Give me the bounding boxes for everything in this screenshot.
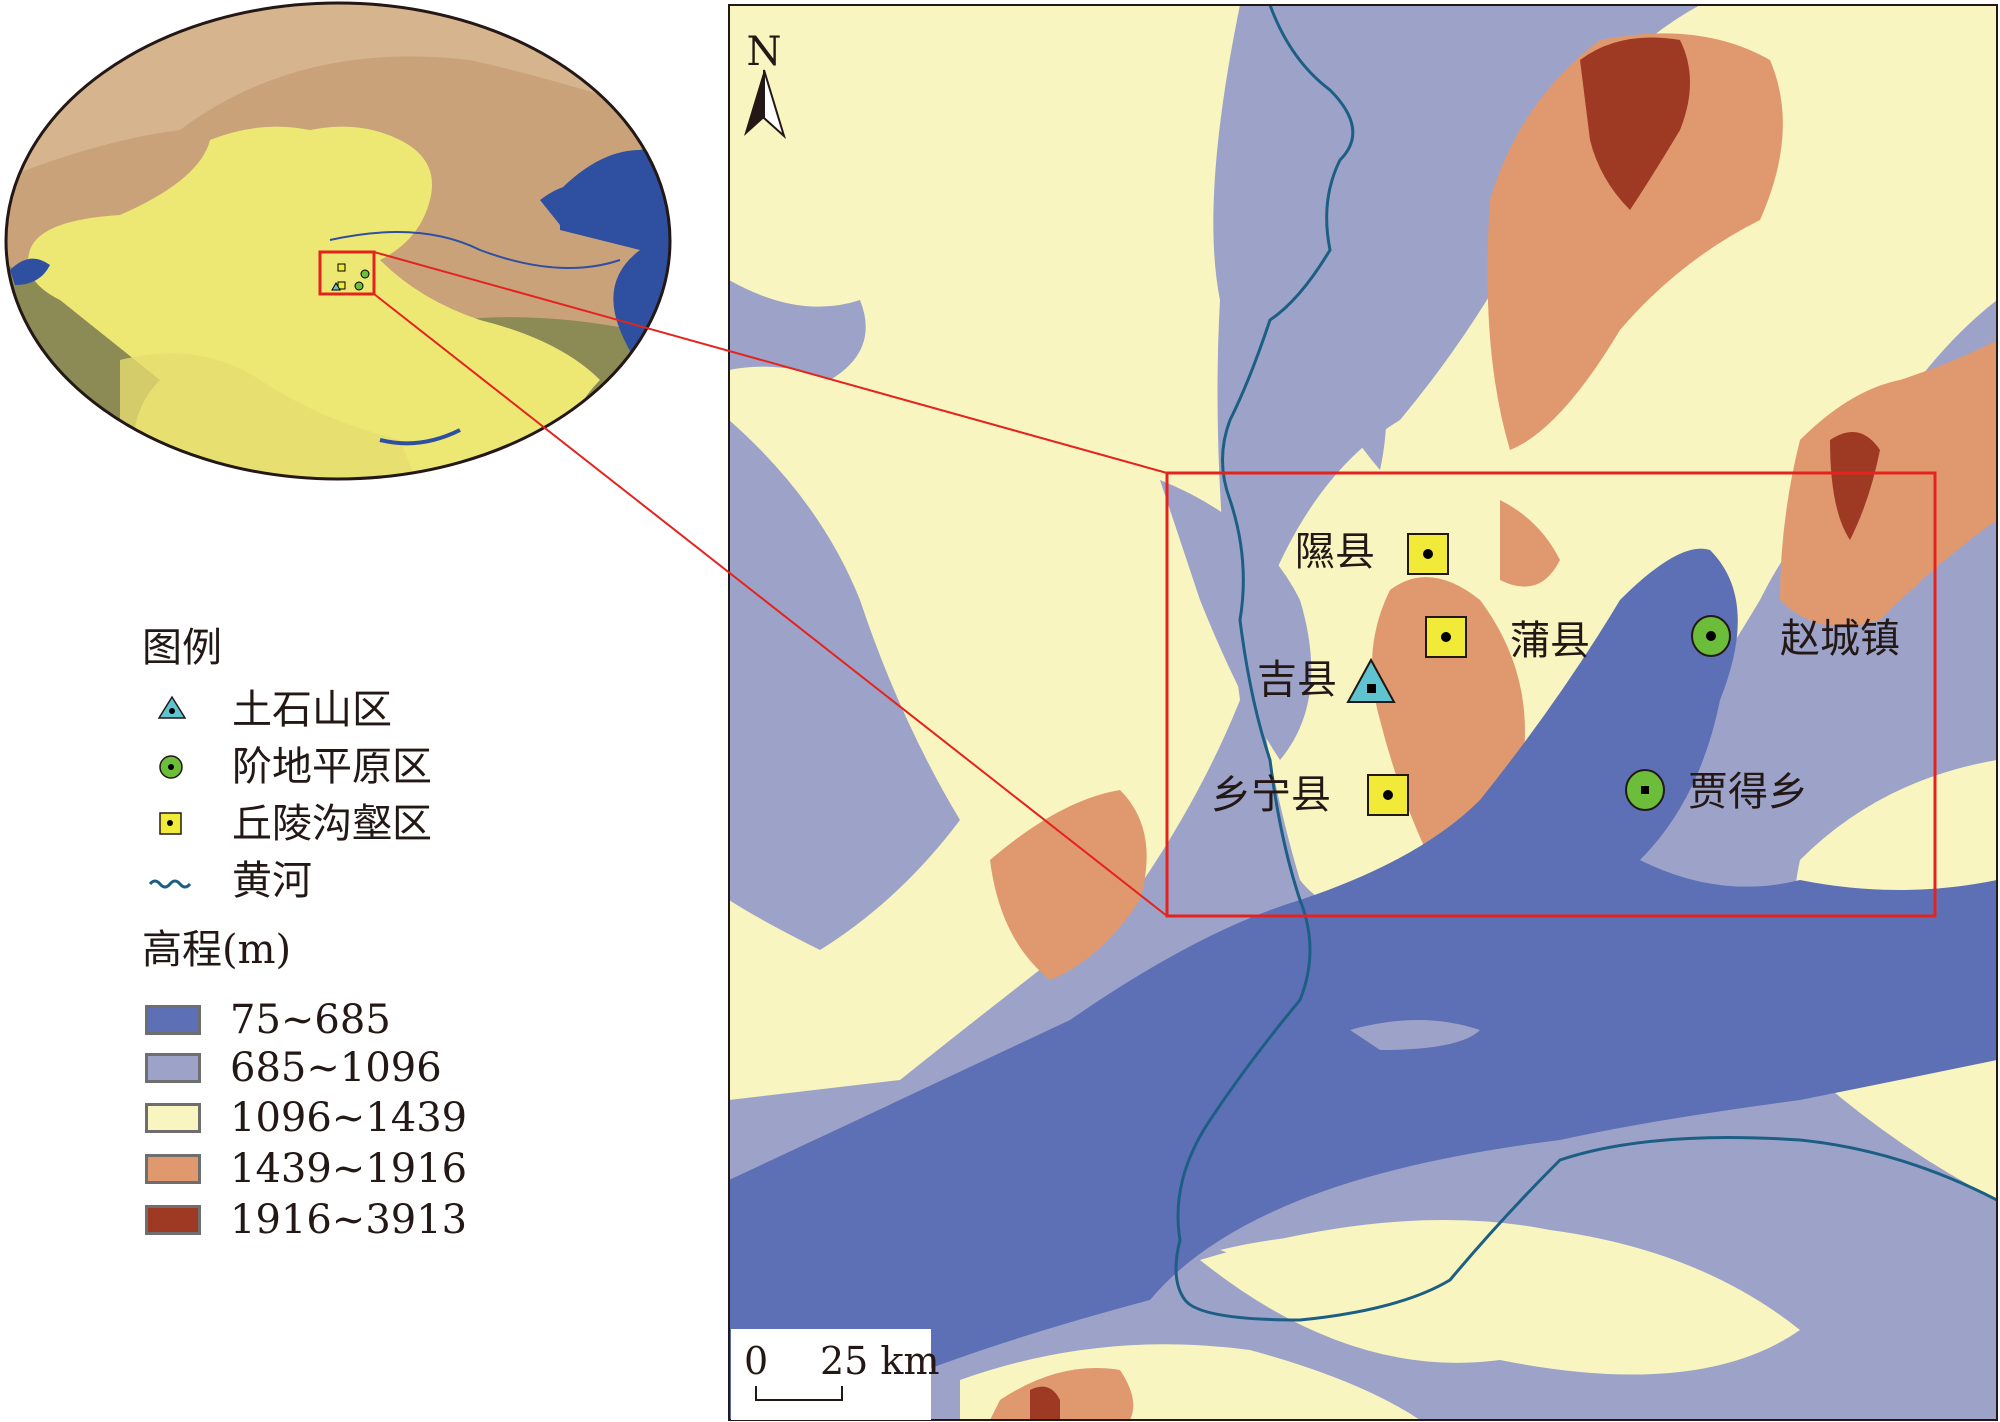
- square-dot-icon: [159, 812, 182, 835]
- triangle-dot-icon: [157, 695, 187, 719]
- river-line-icon: [148, 879, 192, 889]
- site-marker-jiade: [1625, 769, 1665, 811]
- north-label: N: [746, 29, 782, 75]
- site-label-xiangning: 乡宁县: [1211, 772, 1331, 818]
- inset-overview-map: [6, 3, 670, 479]
- elevation-title: 高程(m): [142, 927, 292, 973]
- site-label-jiade: 贾得乡: [1688, 769, 1808, 815]
- scale-bar-start: 0: [744, 1339, 769, 1383]
- north-arrow-icon: [744, 69, 786, 140]
- site-marker-zhaocheng: [1691, 615, 1731, 657]
- site-label-xixian: 隰县: [1295, 529, 1375, 575]
- elevation-map: [729, 5, 1997, 1420]
- map-frame: [728, 4, 1998, 1421]
- fen-river-basin: [729, 548, 1997, 1420]
- site-label-puxian: 蒲县: [1510, 618, 1590, 664]
- elevation-swatch: [145, 1005, 201, 1035]
- legend-title: 图例: [142, 625, 222, 671]
- inset-frame: [4, 1, 672, 481]
- scale-bar-box: [731, 1329, 931, 1420]
- elevation-label: 75~685: [230, 997, 391, 1043]
- study-area-box: [1165, 471, 1937, 918]
- site-label-jixian: 吉县: [1257, 657, 1337, 703]
- site-marker-xixian: [1407, 533, 1449, 575]
- scale-bar-icon: [755, 1386, 843, 1401]
- elevation-label: 1439~1916: [230, 1146, 468, 1192]
- elevation-label: 685~1096: [230, 1045, 442, 1091]
- site-label-zhaocheng: 赵城镇: [1780, 616, 1900, 662]
- connector-line-top: [373, 251, 1168, 474]
- connector-line-bottom: [373, 293, 1168, 917]
- site-marker-puxian: [1425, 616, 1467, 658]
- legend-item-label: 丘陵沟壑区: [232, 801, 432, 847]
- elevation-label: 1916~3913: [230, 1197, 468, 1243]
- yellow-river: [1174, 5, 1997, 1322]
- inset-study-area-box: [318, 250, 376, 296]
- elevation-label: 1096~1439: [230, 1095, 468, 1141]
- circle-dot-icon: [159, 755, 183, 779]
- elevation-swatch: [145, 1053, 201, 1083]
- site-marker-xiangning: [1367, 774, 1409, 816]
- elevation-swatch: [145, 1103, 201, 1133]
- elevation-swatch: [145, 1154, 201, 1184]
- elevation-swatch: [145, 1205, 201, 1235]
- legend-item-label: 黄河: [232, 858, 312, 904]
- scale-bar-end: 25 km: [820, 1339, 940, 1383]
- legend-item-label: 阶地平原区: [232, 744, 432, 790]
- legend-item-label: 土石山区: [232, 687, 392, 733]
- site-marker-jixian: [1346, 657, 1396, 703]
